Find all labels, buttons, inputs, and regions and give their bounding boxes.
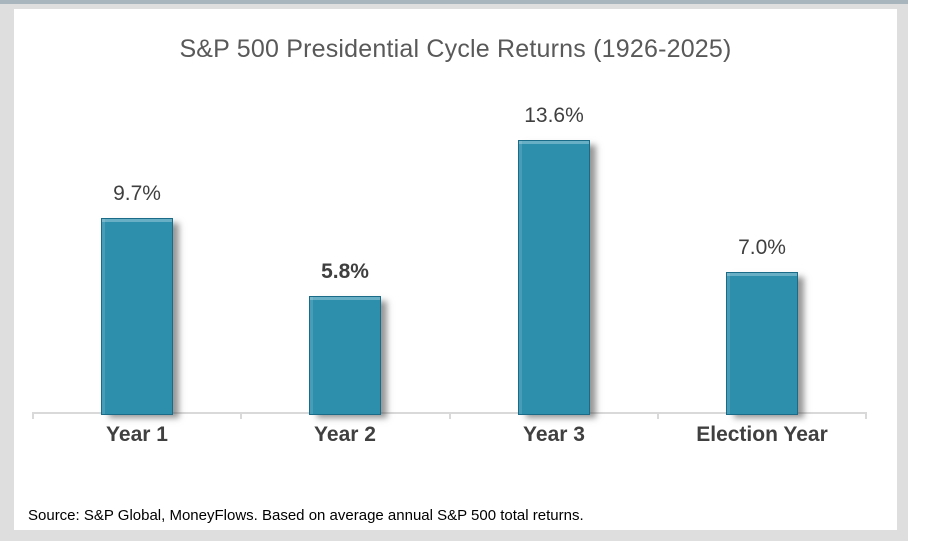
bar-year-3 [518,140,590,415]
x-axis-tick [865,412,867,419]
bar-election-year [726,272,798,415]
bar-year-1 [101,218,173,415]
bar-value-label: 13.6% [524,104,584,127]
x-axis-tick [32,412,34,419]
category-label-year-3: Year 3 [523,423,585,446]
bar-value-label: 7.0% [738,236,786,259]
category-label-year-1: Year 1 [106,423,168,446]
chart-card: S&P 500 Presidential Cycle Returns (1926… [0,0,908,541]
x-axis-tick [448,412,451,419]
category-label-year-2: Year 2 [314,423,376,446]
source-note: Source: S&P Global, MoneyFlows. Based on… [28,507,584,524]
x-axis-tick [240,412,243,419]
x-axis-tick [656,412,659,419]
bar-value-label: 9.7% [113,182,161,205]
chart-title: S&P 500 Presidential Cycle Returns (1926… [179,35,732,63]
bar-value-label: 5.8% [321,260,369,283]
category-label-election-year: Election Year [696,423,828,446]
chart-panel: S&P 500 Presidential Cycle Returns (1926… [14,9,897,530]
card-top-accent-strip [0,0,908,4]
bar-year-2 [309,296,381,415]
